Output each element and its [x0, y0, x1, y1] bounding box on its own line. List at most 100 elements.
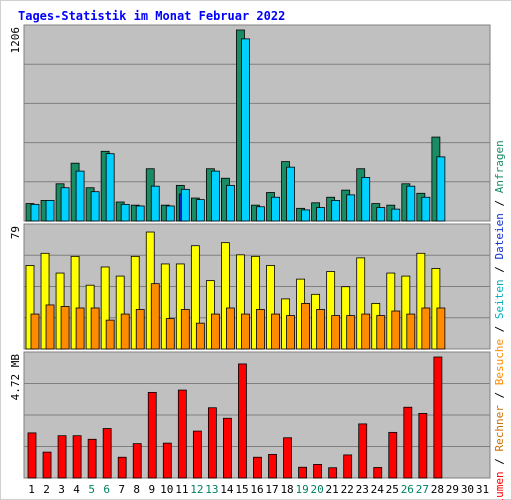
x-tick-label: 26	[401, 483, 414, 496]
x-tick-label: 31	[476, 483, 489, 496]
bar-dateien	[241, 38, 250, 222]
panel-1: 1206	[9, 24, 491, 222]
chart-panels: 1206 79 4.72 MB	[9, 24, 491, 479]
x-tick-label: 29	[446, 483, 459, 496]
bar-dateien	[150, 185, 160, 222]
bar-dateien	[135, 205, 145, 222]
x-tick-label: 25	[386, 483, 399, 496]
bar-seiten	[236, 254, 245, 350]
bar-besuche	[256, 309, 265, 350]
x-tick-label: 21	[326, 483, 339, 496]
bar-seiten	[70, 255, 80, 350]
bar-besuche	[165, 318, 175, 350]
x-tick-label: 19	[295, 483, 308, 496]
legend-entry: Besuche	[493, 339, 506, 385]
bar-seiten	[160, 263, 170, 350]
bar-besuche	[436, 307, 446, 350]
bar-besuche	[271, 313, 280, 350]
bar-volumen	[72, 435, 82, 479]
series-legend: Volumen / Rechner / Besuche / Seiten / D…	[493, 140, 506, 500]
x-tick-label: 23	[356, 483, 369, 496]
bar-besuche	[135, 309, 145, 350]
x-tick-label: 28	[431, 483, 444, 496]
x-tick-label: 27	[416, 483, 429, 496]
bar-besuche	[421, 307, 431, 350]
x-tick-label: 24	[371, 483, 385, 496]
bar-besuche	[406, 313, 416, 350]
bar-dateien	[45, 200, 55, 222]
bar-dateien	[120, 203, 130, 222]
panel-3: 4.72 MB	[9, 351, 491, 479]
bar-seiten	[175, 263, 185, 350]
bar-volumen	[162, 442, 172, 479]
legend-separator: /	[493, 193, 506, 213]
bar-dateien	[271, 196, 280, 222]
bar-dateien	[436, 156, 446, 222]
bar-dateien	[165, 205, 175, 222]
bar-dateien	[210, 170, 220, 222]
bar-dateien	[421, 196, 431, 222]
x-tick-label: 6	[103, 483, 110, 496]
bar-seiten	[401, 275, 411, 350]
bar-besuche	[361, 313, 371, 350]
bar-volumen	[328, 467, 338, 479]
x-tick-label: 12	[190, 483, 203, 496]
bar-dateien	[331, 200, 341, 222]
x-axis-labels: 1 2 3 4 5 6 7 8 9 10 11 12 13 14 15 16 17 18 19 20 21 22 23 24 2…	[28, 483, 489, 496]
bar-besuche	[180, 309, 190, 350]
y-max-label: 1206	[9, 27, 22, 54]
bar-besuche	[226, 307, 235, 350]
bar-dateien	[90, 191, 100, 222]
bar-seiten	[251, 255, 260, 350]
bar-besuche	[301, 303, 310, 350]
bar-seiten	[266, 265, 275, 350]
legend-entry: Dateien	[493, 213, 506, 259]
bar-volumen	[268, 454, 277, 479]
legend-entry: Seiten	[493, 279, 506, 319]
bar-volumen	[343, 454, 353, 479]
bar-volumen	[373, 467, 383, 479]
x-tick-label: 4	[73, 483, 80, 496]
x-tick-label: 7	[118, 483, 125, 496]
x-tick-label: 13	[205, 483, 218, 496]
bar-seiten	[356, 257, 366, 350]
bar-besuche	[331, 315, 341, 350]
bar-dateien	[180, 188, 190, 222]
bar-besuche	[150, 283, 160, 350]
bar-seiten	[100, 266, 110, 350]
bar-dateien	[195, 199, 205, 222]
bar-seiten	[130, 255, 140, 350]
bar-volumen	[27, 432, 37, 479]
bar-dateien	[256, 206, 265, 222]
panel-2: 79	[9, 223, 491, 350]
legend-separator: /	[493, 259, 506, 279]
x-tick-label: 10	[160, 483, 173, 496]
bar-seiten	[326, 271, 336, 350]
bar-dateien	[286, 166, 295, 222]
bar-volumen	[253, 456, 262, 479]
bar-volumen	[192, 430, 202, 479]
bar-seiten	[190, 245, 200, 350]
x-tick-label: 17	[265, 483, 278, 496]
x-tick-label: 3	[58, 483, 65, 496]
bar-dateien	[391, 208, 401, 222]
bar-besuche	[90, 307, 100, 350]
bar-dateien	[75, 170, 85, 222]
bar-volumen	[433, 356, 443, 479]
bar-volumen	[223, 417, 232, 479]
bar-volumen	[403, 406, 413, 479]
bar-besuche	[45, 304, 55, 350]
bar-volumen	[388, 431, 398, 479]
bar-dateien	[361, 177, 371, 222]
bar-dateien	[376, 207, 386, 222]
bar-dateien	[226, 184, 235, 222]
bar-besuche	[105, 319, 115, 350]
bar-volumen	[313, 464, 323, 479]
y-max-label: 79	[9, 226, 22, 239]
bar-volumen	[418, 412, 428, 479]
legend-separator: /	[493, 452, 506, 472]
bar-seiten	[25, 265, 35, 350]
bar-besuche	[210, 313, 220, 350]
bar-volumen	[87, 438, 97, 479]
